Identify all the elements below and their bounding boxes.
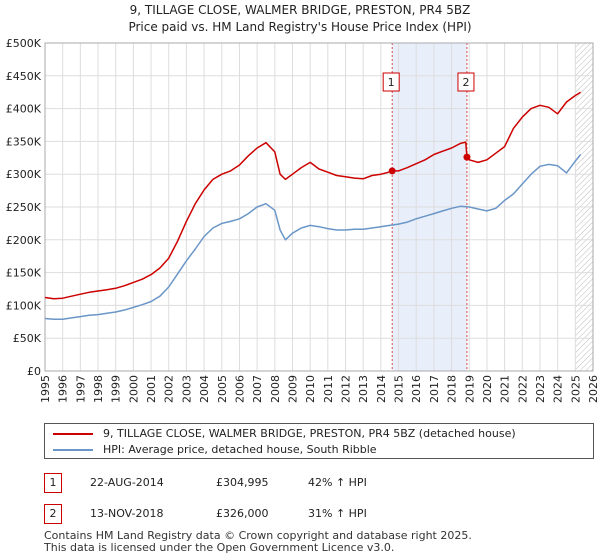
x-tick-label: 2014 <box>375 375 388 403</box>
x-tick-label: 2011 <box>322 375 335 403</box>
x-tick-label: 2024 <box>552 375 565 403</box>
y-tick-label: £50K <box>13 332 42 345</box>
sale-point-1 <box>388 167 396 175</box>
transaction-hpi: 31% ↑ HPI <box>308 507 367 520</box>
transaction-price: £304,995 <box>216 476 269 489</box>
x-tick-label: 2015 <box>393 375 406 403</box>
y-tick-label: £100K <box>6 299 42 312</box>
x-tick-label: 1999 <box>110 375 123 403</box>
y-tick-label: £350K <box>6 135 42 148</box>
series-line-property <box>44 91 581 300</box>
annotation-box-2 <box>457 72 475 92</box>
transaction-badge: 1 <box>44 473 62 493</box>
chart-title: 9, TILLAGE CLOSE, WALMER BRIDGE, PRESTON… <box>129 3 471 17</box>
x-tick-label: 2009 <box>286 375 299 403</box>
x-tick-label: 1997 <box>74 375 87 403</box>
x-tick-label: 1996 <box>57 375 70 403</box>
x-tick-label: 2026 <box>587 375 600 403</box>
legend-label-hpi: HPI: Average price, detached house, Sout… <box>103 443 377 456</box>
annotation-box-1 <box>382 72 400 92</box>
y-tick-label: £200K <box>6 234 42 247</box>
y-tick-label: £250K <box>6 201 42 214</box>
x-tick-label: 1995 <box>39 375 52 403</box>
x-tick-label: 2008 <box>269 375 282 403</box>
series-line-hpi <box>44 154 582 320</box>
y-tick-label: £300K <box>6 168 42 181</box>
chart-subtitle: Price paid vs. HM Land Registry's House … <box>128 20 472 34</box>
x-tick-label: 2001 <box>145 375 158 403</box>
transaction-date: 13-NOV-2018 <box>90 507 164 520</box>
y-tick-label: £500K <box>6 37 42 50</box>
x-tick-label: 2021 <box>499 375 512 403</box>
plot-area-border <box>44 42 594 372</box>
x-tick-label: 2002 <box>163 375 176 403</box>
x-tick-label: 2006 <box>233 375 246 403</box>
x-tick-label: 2012 <box>340 375 353 403</box>
footer-licence: This data is licensed under the Open Gov… <box>44 541 395 554</box>
annotation-label-1: 1 <box>388 76 395 89</box>
x-tick-label: 2013 <box>357 375 370 403</box>
x-tick-label: 2019 <box>463 375 476 403</box>
x-tick-label: 2004 <box>198 375 211 403</box>
x-tick-label: 2020 <box>481 375 494 403</box>
y-tick-label: £400K <box>6 103 42 116</box>
transaction-badge: 2 <box>44 504 62 524</box>
x-tick-label: 2022 <box>516 375 529 403</box>
y-tick-label: £0 <box>27 365 41 378</box>
x-tick-label: 2023 <box>534 375 547 403</box>
legend-label-property: 9, TILLAGE CLOSE, WALMER BRIDGE, PRESTON… <box>103 427 516 440</box>
x-tick-label: 2003 <box>180 375 193 403</box>
sale-point-2 <box>463 153 471 161</box>
y-tick-label: £450K <box>6 70 42 83</box>
footer-copyright: Contains HM Land Registry data © Crown c… <box>44 529 472 542</box>
y-tick-label: £150K <box>6 267 42 280</box>
x-tick-label: 2016 <box>410 375 423 403</box>
x-tick-label: 2025 <box>569 375 582 403</box>
transaction-hpi: 42% ↑ HPI <box>308 476 367 489</box>
annotation-label-2: 2 <box>462 76 469 89</box>
x-tick-label: 2000 <box>127 375 140 403</box>
chart-legend: 9, TILLAGE CLOSE, WALMER BRIDGE, PRESTON… <box>44 423 594 459</box>
legend-swatch-hpi <box>53 449 93 451</box>
x-tick-label: 2010 <box>304 375 317 403</box>
x-tick-label: 1998 <box>92 375 105 403</box>
x-tick-label: 2017 <box>428 375 441 403</box>
transaction-date: 22-AUG-2014 <box>90 476 164 489</box>
transaction-price: £326,000 <box>216 507 269 520</box>
x-tick-label: 2018 <box>446 375 459 403</box>
x-tick-label: 2005 <box>216 375 229 403</box>
price-chart: £0 £50K £100K £150K £200K £250K £300K £350K £400… <box>6 37 600 403</box>
x-tick-label: 2007 <box>251 375 264 403</box>
legend-swatch-property <box>53 433 93 435</box>
